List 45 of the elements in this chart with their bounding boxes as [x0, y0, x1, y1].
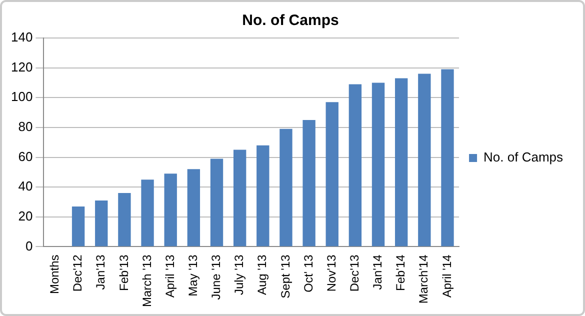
- bar: [418, 74, 431, 246]
- y-tick-label: 100: [10, 89, 33, 104]
- legend-label: No. of Camps: [484, 150, 564, 165]
- x-tick-label: Feb'13: [116, 254, 131, 292]
- bar: [256, 145, 270, 246]
- x-tick-label: Months: [48, 254, 62, 294]
- x-tick-label: March '13: [140, 254, 154, 307]
- x-tick-label: April '14: [440, 254, 454, 298]
- bar: [118, 193, 131, 246]
- bar: [95, 200, 108, 246]
- y-tick-label: 80: [18, 119, 33, 134]
- x-tick-label: April '13: [162, 254, 177, 298]
- x-tick-label: Sept '13: [278, 254, 292, 298]
- y-tick-label: 120: [10, 59, 33, 74]
- bar: [233, 150, 246, 246]
- bar: [441, 69, 454, 246]
- x-tick-label: Dec'13: [348, 254, 362, 292]
- bar: [394, 78, 408, 246]
- x-tick-label: Aug '13: [255, 254, 270, 296]
- y-tick-label: 40: [18, 178, 33, 194]
- x-tick-label: March'14: [416, 254, 431, 304]
- y-tick-label: 140: [10, 30, 33, 45]
- bar: [164, 174, 177, 246]
- y-tick-label: 0: [25, 238, 33, 254]
- bar: [280, 128, 292, 246]
- bar: [187, 169, 200, 246]
- chart-title: No. of Camps: [242, 12, 339, 30]
- x-tick-label: Jan'13: [94, 254, 108, 290]
- bar: [210, 158, 224, 246]
- x-tick-label: Dec'12: [70, 254, 85, 292]
- x-tick-label: June '13: [209, 254, 224, 300]
- bar: [72, 206, 85, 246]
- y-tick-label: 20: [18, 208, 33, 224]
- x-tick-label: Nov'13: [324, 254, 338, 292]
- x-tick-label: Jan'14: [370, 254, 385, 290]
- bar: [302, 120, 316, 246]
- x-tick-label: Oct' 13: [301, 254, 316, 292]
- bar: [348, 84, 362, 246]
- bar: [141, 180, 154, 246]
- x-tick-label: July '13: [232, 254, 246, 295]
- bar: [326, 102, 338, 246]
- bar: [372, 82, 385, 246]
- y-tick-label: 60: [18, 148, 33, 164]
- x-tick-label: May '13: [186, 254, 200, 296]
- x-tick-label: Feb'14: [394, 254, 408, 292]
